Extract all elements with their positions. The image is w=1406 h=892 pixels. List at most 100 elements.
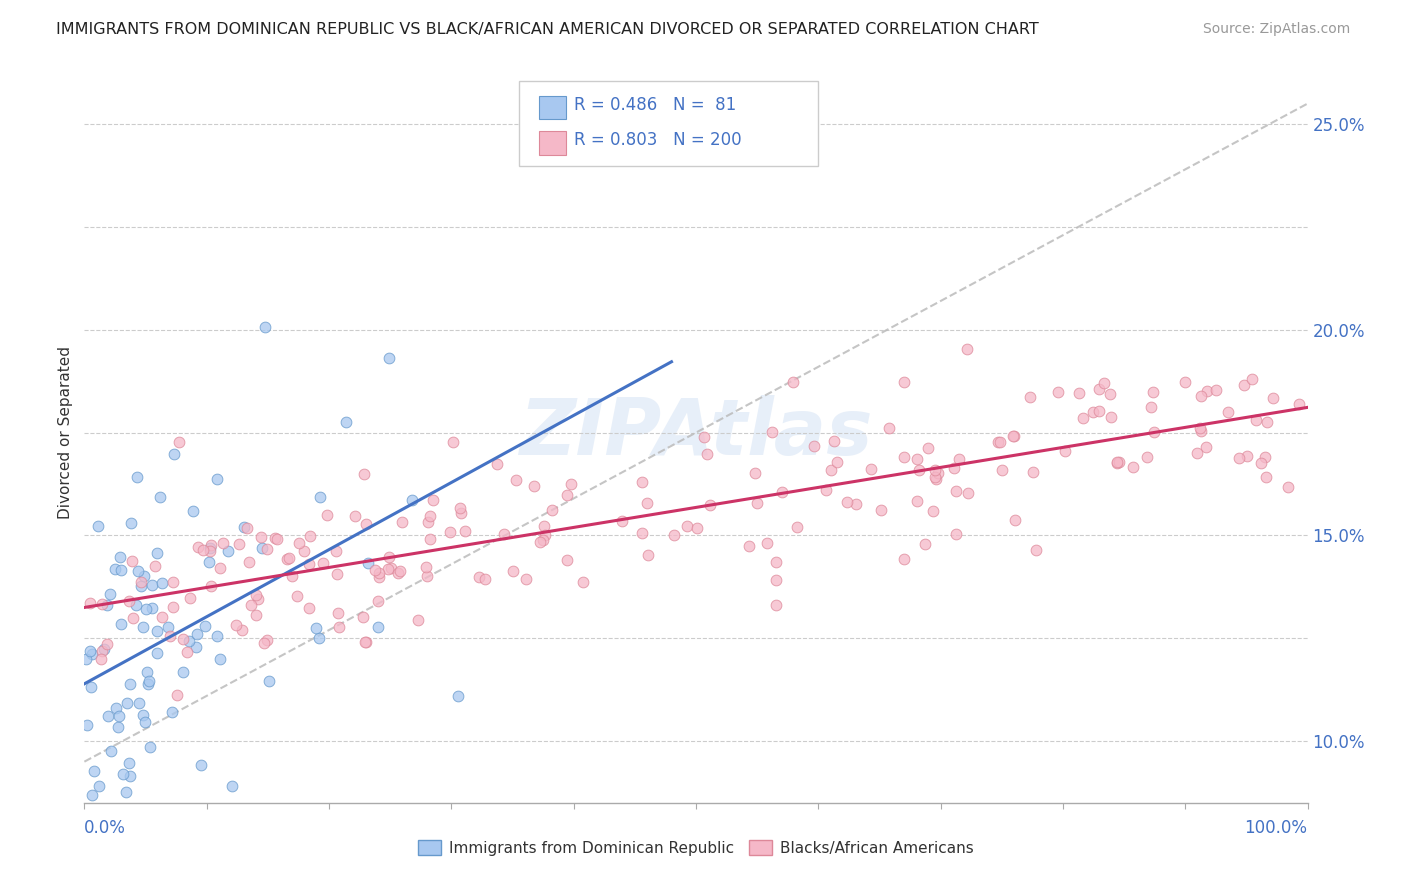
Point [1236, 450, 1258, 464]
Point [194, 619, 217, 633]
Point [132, 707, 155, 722]
Point [236, 521, 259, 535]
Point [354, 634, 377, 648]
Point [326, 606, 349, 620]
Point [139, 739, 162, 754]
Point [162, 599, 184, 614]
Point [96, 598, 118, 612]
Point [125, 470, 148, 484]
Text: IMMIGRANTS FROM DOMINICAN REPUBLIC VS BLACK/AFRICAN AMERICAN DIVORCED OR SEPARAT: IMMIGRANTS FROM DOMINICAN REPUBLIC VS BL… [56, 22, 1039, 37]
Point [111, 767, 134, 781]
Point [1136, 450, 1159, 465]
Point [820, 463, 842, 477]
Point [378, 351, 401, 366]
Point [368, 566, 391, 580]
Point [515, 572, 537, 586]
Point [560, 477, 582, 491]
Point [131, 574, 153, 589]
Point [1189, 388, 1212, 402]
Point [129, 579, 152, 593]
Point [1277, 480, 1299, 494]
Point [326, 566, 349, 581]
Point [167, 434, 190, 449]
Point [921, 504, 943, 518]
Point [90, 651, 112, 665]
Point [198, 541, 221, 555]
Point [1088, 382, 1111, 396]
Point [91, 818, 114, 832]
Point [181, 504, 204, 518]
Point [485, 458, 508, 472]
Point [1098, 387, 1121, 401]
Point [859, 462, 882, 476]
Point [278, 551, 301, 566]
Point [209, 651, 232, 665]
Point [193, 542, 215, 557]
Point [696, 447, 718, 461]
Point [1101, 409, 1123, 424]
Point [1053, 443, 1076, 458]
Point [738, 539, 761, 553]
Point [250, 530, 273, 544]
Point [256, 541, 278, 556]
Point [79, 596, 101, 610]
Point [1288, 397, 1310, 411]
Point [505, 473, 527, 487]
Point [118, 594, 141, 608]
Point [1108, 454, 1130, 468]
Point [231, 623, 253, 637]
Point [439, 524, 461, 539]
Point [107, 720, 129, 734]
Point [353, 467, 375, 482]
Point [257, 674, 280, 689]
Point [540, 503, 562, 517]
Text: Source: ZipAtlas.com: Source: ZipAtlas.com [1202, 22, 1350, 37]
Point [1046, 385, 1069, 400]
Point [335, 415, 357, 429]
Text: R = 0.486   N =  81: R = 0.486 N = 81 [574, 95, 735, 114]
Point [285, 590, 308, 604]
Point [1254, 470, 1277, 484]
Point [744, 466, 766, 480]
Point [256, 633, 278, 648]
Point [276, 552, 298, 566]
Point [870, 503, 893, 517]
Point [134, 715, 156, 730]
Point [1088, 404, 1111, 418]
Text: 100.0%: 100.0% [1244, 819, 1308, 837]
Point [146, 624, 169, 639]
Point [406, 613, 429, 627]
Point [419, 533, 441, 547]
Point [699, 499, 721, 513]
Point [205, 472, 228, 486]
Point [893, 552, 915, 566]
Point [1071, 410, 1094, 425]
Point [1185, 446, 1208, 460]
Point [87, 779, 110, 793]
Point [91, 597, 114, 611]
Point [118, 769, 141, 783]
Point [108, 709, 131, 723]
Point [474, 572, 496, 586]
Point [908, 462, 931, 476]
Point [247, 591, 270, 606]
Point [90, 644, 112, 658]
Point [630, 475, 652, 489]
Point [636, 496, 658, 510]
Point [756, 536, 779, 550]
Point [449, 501, 471, 516]
Point [352, 610, 374, 624]
Point [1092, 376, 1115, 390]
Point [141, 578, 163, 592]
Point [419, 509, 441, 524]
Point [1004, 429, 1026, 443]
Point [825, 455, 848, 469]
Point [945, 526, 967, 541]
Point [156, 620, 179, 634]
Point [179, 591, 201, 605]
Point [1143, 425, 1166, 440]
Point [240, 598, 263, 612]
Point [1233, 378, 1256, 392]
Legend: Immigrants from Dominican Republic, Blacks/African Americans: Immigrants from Dominican Republic, Blac… [412, 834, 980, 862]
Point [1241, 372, 1264, 386]
